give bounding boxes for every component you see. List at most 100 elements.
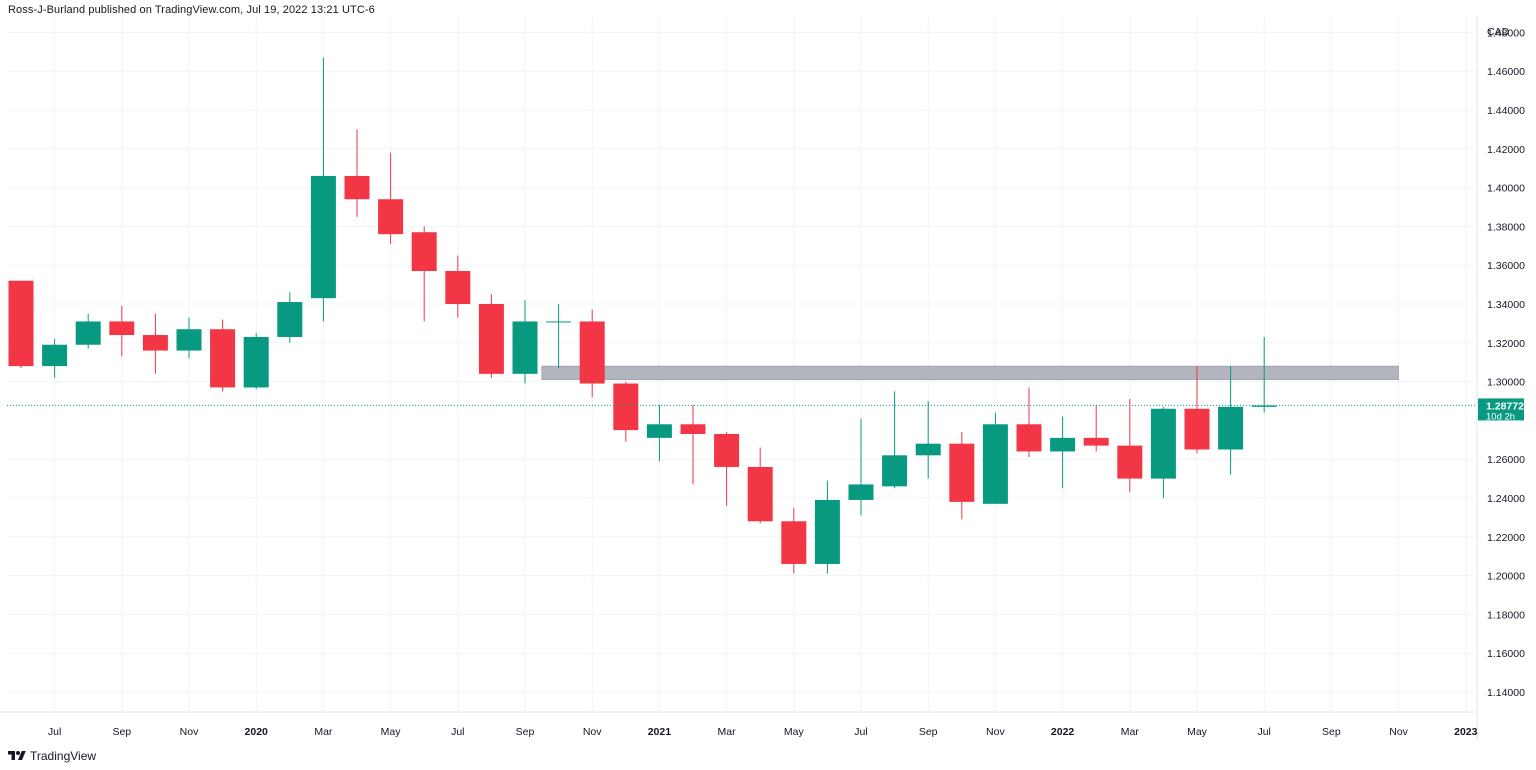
candle-body: [8, 280, 34, 367]
candle-body: [680, 424, 706, 434]
candle-body: [546, 321, 572, 323]
price-tick-label: 1.20000: [1487, 571, 1525, 583]
candle-body: [210, 329, 236, 388]
candles: [8, 57, 1277, 574]
candle: [243, 333, 269, 390]
candle-body: [176, 329, 202, 351]
candle: [680, 404, 706, 485]
candle-body: [1050, 437, 1076, 452]
candle-body: [882, 455, 908, 487]
time-tick-label: Sep: [112, 726, 131, 738]
candle: [949, 432, 975, 520]
price-tick-label: 1.24000: [1487, 493, 1525, 505]
candle-body: [512, 321, 538, 374]
time-tick-label: 2023: [1454, 726, 1478, 738]
candle-body: [344, 175, 370, 200]
candle: [1218, 366, 1244, 475]
time-tick-label: 2021: [648, 726, 672, 738]
candle-body: [277, 302, 303, 337]
time-tick-label: Jul: [48, 726, 61, 738]
candle: [1251, 336, 1277, 413]
candle: [882, 391, 908, 489]
time-tick-label: May: [1187, 726, 1208, 738]
candle-body: [378, 199, 404, 235]
candle: [1016, 387, 1042, 458]
candle-body: [814, 499, 840, 564]
candle-body: [613, 383, 639, 431]
candle-body: [579, 321, 605, 384]
candle-body: [1016, 424, 1042, 452]
candle: [747, 447, 773, 524]
price-tick-label: 1.14000: [1487, 687, 1525, 699]
resistance-zone[interactable]: [541, 365, 1399, 380]
time-tick-label: Jul: [854, 726, 867, 738]
candle: [1150, 406, 1176, 498]
time-tick-label: Nov: [180, 726, 199, 738]
candle: [75, 313, 101, 349]
candle: [1117, 399, 1143, 493]
price-badge-value: 1.28772: [1486, 400, 1524, 412]
candle: [42, 338, 68, 378]
candle: [109, 305, 135, 357]
candle-body: [310, 175, 336, 299]
candle-body: [243, 336, 269, 388]
candle: [1083, 404, 1109, 452]
candle: [579, 309, 605, 398]
candle: [378, 152, 404, 244]
tradingview-brand[interactable]: TradingView: [8, 748, 96, 764]
time-tick-label: Mar: [314, 726, 333, 738]
price-tick-label: 1.48000: [1487, 27, 1525, 39]
candle: [512, 300, 538, 384]
candle: [714, 432, 740, 506]
price-badge-countdown: 10d 2h: [1486, 411, 1515, 422]
time-tick-label: Nov: [1389, 726, 1408, 738]
time-tick-label: Sep: [919, 726, 938, 738]
candle: [646, 404, 672, 462]
price-badge-bg: [1478, 398, 1524, 421]
candle: [176, 317, 202, 359]
price-tick-label: 1.46000: [1487, 66, 1525, 78]
candle-body: [1251, 405, 1277, 407]
candle: [445, 255, 471, 318]
candle-body: [949, 443, 975, 502]
candle: [1184, 366, 1210, 454]
candle: [982, 412, 1008, 504]
candle-body: [445, 271, 471, 304]
candle-body: [1150, 408, 1176, 479]
candle-body: [781, 521, 807, 564]
candle-body: [646, 424, 672, 438]
price-tick-label: 1.38000: [1487, 221, 1525, 233]
price-tick-label: 1.18000: [1487, 609, 1525, 621]
candle-body: [848, 484, 874, 500]
price-tick-label: 1.42000: [1487, 144, 1525, 156]
candle: [1050, 416, 1076, 489]
candle: [781, 507, 807, 574]
candle-body: [142, 335, 168, 351]
candle: [915, 401, 941, 479]
time-tick-label: 2020: [245, 726, 269, 738]
currency-label: CAD: [1487, 26, 1510, 38]
time-tick-label: Jul: [1257, 726, 1270, 738]
candle: [277, 292, 303, 343]
published-header: Ross-J-Burland published on TradingView.…: [8, 4, 375, 16]
zone-rect: [541, 365, 1399, 380]
price-tick-label: 1.22000: [1487, 532, 1525, 544]
time-tick-label: Mar: [1121, 726, 1140, 738]
tradingview-logo-icon: [8, 751, 26, 760]
candle: [848, 418, 874, 516]
time-tick-label: 2022: [1051, 726, 1075, 738]
candle: [310, 57, 336, 322]
candle: [814, 480, 840, 574]
candle-body: [411, 232, 437, 272]
price-tick-label: 1.32000: [1487, 338, 1525, 350]
time-tick-label: Nov: [583, 726, 602, 738]
time-tick-label: Nov: [986, 726, 1005, 738]
price-tick-label: 1.34000: [1487, 299, 1525, 311]
price-tick-label: 1.40000: [1487, 183, 1525, 195]
candle-body: [714, 433, 740, 467]
price-tick-label: 1.30000: [1487, 377, 1525, 389]
time-axis[interactable]: Jul Sep Nov 2020 Mar May Jul Sep Nov 2021 Mar May Ju…: [0, 711, 1478, 738]
